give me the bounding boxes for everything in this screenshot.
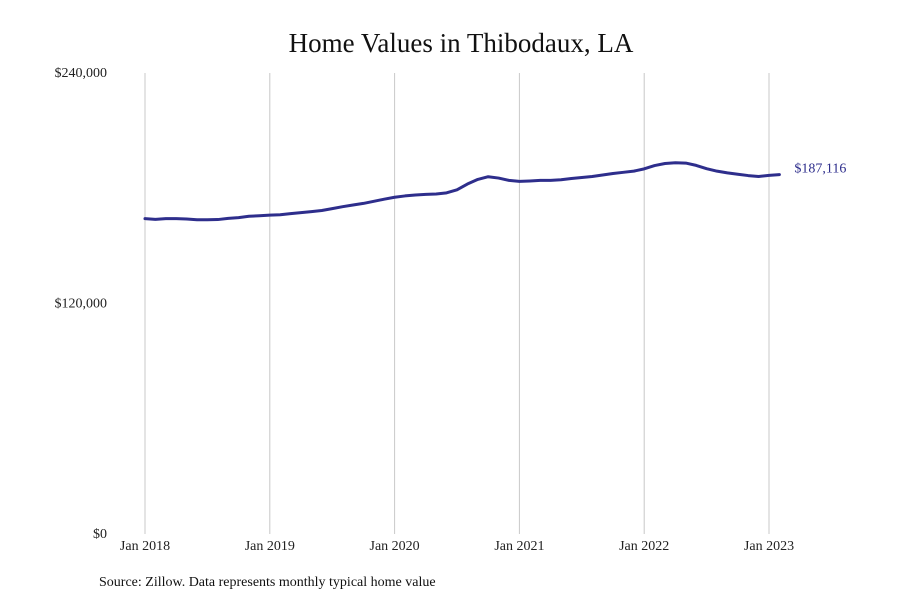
home-value-line-0 — [143, 161, 781, 222]
x-tick-label: Jan 2018 — [120, 539, 170, 554]
end-value-label: $187,116 — [794, 162, 846, 177]
x-tick-label: Jan 2021 — [494, 539, 544, 554]
x-tick-label: Jan 2020 — [370, 539, 420, 554]
gridlines — [144, 73, 770, 534]
x-tick-label: Jan 2022 — [619, 539, 669, 554]
y-axis-ticks: $0 $120,000 $240,000 — [55, 66, 108, 542]
x-tick-label: Jan 2023 — [744, 539, 794, 554]
y-tick-label: $0 — [93, 527, 107, 542]
y-tick-label: $240,000 — [55, 66, 108, 81]
series-layer — [143, 161, 781, 222]
x-tick-label: Jan 2019 — [245, 539, 295, 554]
source-note: Source: Zillow. Data represents monthly … — [99, 575, 436, 590]
y-tick-label: $120,000 — [55, 297, 108, 312]
chart-title: Home Values in Thibodaux, LA — [289, 28, 634, 58]
x-axis-ticks: Jan 2018 Jan 2019 Jan 2020 Jan 2021 Jan 2022… — [120, 539, 794, 554]
